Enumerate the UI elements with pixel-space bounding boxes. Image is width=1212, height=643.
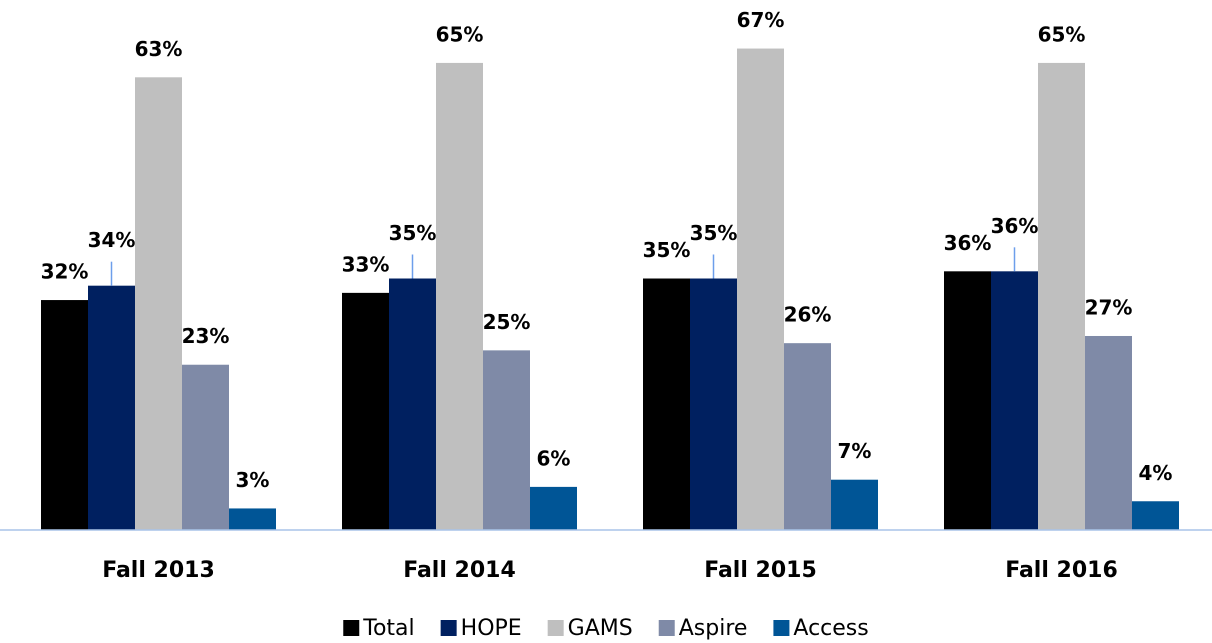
legend-swatch — [547, 620, 564, 636]
data-label: 35% — [643, 238, 691, 262]
data-label: 26% — [784, 303, 832, 327]
bar — [944, 271, 991, 530]
bar — [991, 271, 1038, 530]
x-tick-label: Fall 2014 — [403, 558, 516, 583]
data-label: 63% — [135, 37, 183, 61]
data-label: 36% — [991, 214, 1039, 238]
bar — [135, 77, 182, 531]
x-tick-label: Fall 2015 — [704, 558, 817, 583]
legend: Total HOPE GAMS Aspire Access — [343, 616, 869, 641]
data-label: 27% — [1085, 295, 1133, 319]
bar — [182, 364, 229, 530]
bar — [737, 48, 784, 531]
data-label: 33% — [342, 252, 390, 276]
bar — [389, 278, 436, 530]
data-label: 32% — [41, 260, 89, 284]
legend-label: Total — [362, 616, 414, 641]
data-label: 65% — [1038, 22, 1086, 46]
x-tick-label: Fall 2013 — [102, 558, 215, 583]
legend-label: Aspire — [679, 616, 748, 641]
bar — [1085, 335, 1132, 530]
legend-swatch — [773, 620, 790, 636]
bar — [436, 62, 483, 531]
bar — [530, 486, 577, 530]
bar — [784, 343, 831, 530]
bar — [229, 508, 276, 530]
legend-swatch — [343, 620, 360, 636]
legend-label: HOPE — [461, 616, 522, 641]
data-label: 6% — [537, 446, 571, 470]
data-label: 67% — [737, 8, 785, 32]
bar — [88, 285, 135, 530]
data-label: 35% — [389, 221, 437, 245]
data-label: 3% — [236, 468, 270, 492]
data-label: 34% — [88, 228, 136, 252]
data-label: 35% — [690, 221, 738, 245]
legend-swatch — [658, 620, 675, 636]
bar — [643, 278, 690, 530]
bar — [41, 300, 88, 530]
legend-swatch — [440, 620, 457, 636]
legend-label: GAMS — [568, 616, 633, 641]
legend-label: Access — [793, 616, 868, 641]
data-label: 65% — [436, 22, 484, 46]
bar — [831, 479, 878, 530]
bar — [1038, 62, 1085, 531]
bar — [690, 278, 737, 530]
bar — [1132, 501, 1179, 530]
bar — [342, 292, 389, 530]
data-label: 4% — [1139, 461, 1173, 485]
data-label: 36% — [944, 231, 992, 255]
data-label: 25% — [483, 310, 531, 334]
data-label: 23% — [182, 324, 230, 348]
x-tick-label: Fall 2016 — [1005, 558, 1118, 583]
data-label: 7% — [838, 439, 872, 463]
bar — [483, 350, 530, 530]
